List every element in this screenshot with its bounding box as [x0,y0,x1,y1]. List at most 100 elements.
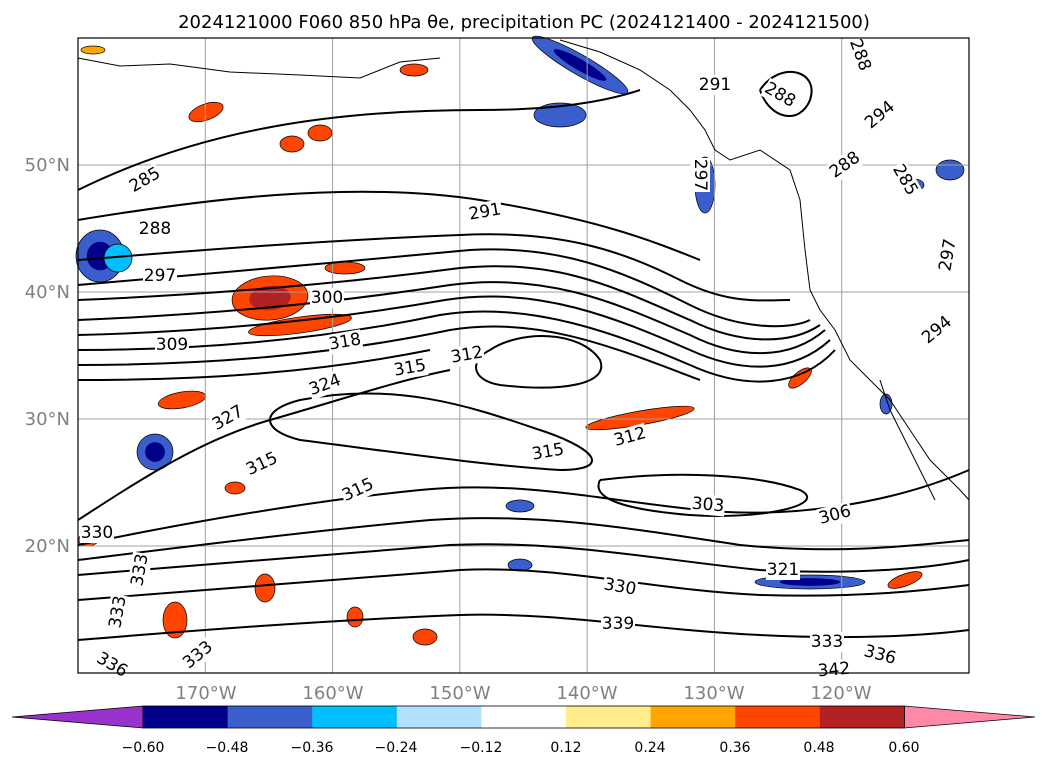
contour-label-bg [844,35,876,75]
theta-e-contour [77,265,821,341]
baja-coast [879,379,936,501]
contour-label-bg [305,369,345,401]
colorbar-segment [735,706,821,728]
contour-label: 291 [699,75,731,95]
colorbar-segment [227,706,313,728]
precip-cell-outer [533,102,587,128]
cbar-tick-8: 0.36 [719,740,750,756]
theta-e-contour [77,89,641,191]
precip-cell [533,102,587,128]
contour-label-bg [698,75,732,95]
north-america-west-coast [559,39,970,501]
cbar-tick-1: −0.60 [122,740,165,756]
contour-label-bg [760,77,800,113]
lon-tick-160w: 160°W [302,683,363,704]
contour-label: 297 [690,159,710,191]
contour-label-bg [448,342,486,368]
precip-cell-outer [412,628,438,646]
contour-label-bg [529,439,567,465]
colorbar-segment [566,706,652,728]
precip-cell [279,135,305,153]
cbar-tick-7: 0.24 [634,740,665,756]
contour-label-bg [601,614,635,634]
precip-cell-outer [307,124,333,142]
contour-label-bg [80,523,114,543]
precip-cell [162,601,188,639]
coastlines [77,39,970,501]
colorbar-extend-high [904,705,1036,729]
lon-tick-140w: 140°W [556,683,617,704]
theta-e-contour [77,295,831,368]
contour-label-bg [326,329,364,355]
contour-label-bg [127,551,153,589]
theta-e-contour [77,233,791,302]
cbar-tick-10: 0.60 [888,740,919,756]
contour-label-bg [143,266,177,286]
contour-label-bg [610,422,650,452]
colorbar-extend-low [11,705,144,729]
contour-label-bg [917,311,957,349]
alaska-aleutian-coast [77,57,441,79]
lon-tick-130w: 130°W [683,683,744,704]
colorbar-segment [481,706,567,728]
precip-cell-inner [553,49,607,81]
contour-label-bg [242,447,282,481]
theta-e-contour [759,71,813,117]
cbar-tick-2: −0.48 [206,740,249,756]
contour-label-bg [690,158,710,192]
contour-label: 288 [139,219,171,239]
precip-cell-outer [399,63,429,77]
lon-tick-120w: 120°W [810,683,871,704]
theta-e-contour [77,248,811,328]
precip-cell-outer [279,135,305,153]
theta-e-contour [77,568,970,601]
latitude-ticks: 50°N 40°N 30°N 20°N [25,155,70,557]
contour-label-bg [138,219,172,239]
precip-cell [307,124,333,142]
cbar-tick-6: 0.12 [550,740,581,756]
contour-label: 339 [602,614,634,634]
contour-label-bg [816,658,852,682]
contour-label: 330 [81,523,113,543]
precip-cell-outer [248,313,352,337]
contour-label-bg [601,574,639,600]
theta-e-contour [77,613,970,641]
contour-label-bg [178,636,218,674]
cbar-tick-5: −0.12 [460,740,503,756]
precip-cell [346,606,364,628]
theta-e-contour [77,310,836,383]
precip-cell [505,499,535,513]
theta-e-contour [269,392,593,472]
precip-cell-inner [145,442,165,462]
lat-tick-50: 50°N [25,155,70,176]
precip-cell [80,45,106,55]
lat-tick-40: 40°N [25,282,70,303]
contour-label-bg [815,500,855,530]
contour-label: 300 [311,288,343,308]
contour-label-bg [690,493,726,517]
colorbar-segment [650,706,736,728]
contour-label-bg [105,593,131,631]
precip-cell-outer [188,101,224,123]
colorbar-segment [396,706,482,728]
lon-tick-150w: 150°W [429,683,490,704]
colorbar-segment [819,706,905,728]
contour-label-bg [860,640,900,670]
contour-label-bg [338,473,378,507]
theta-e-contour [77,349,431,381]
lat-tick-30: 30°N [25,409,70,430]
cbar-tick-4: −0.24 [375,740,418,756]
colorbar-tick-labels: −0.60 −0.48 −0.36 −0.24 −0.12 0.12 0.24 … [122,740,920,756]
contour-label: 321 [767,560,799,580]
map-title: 2024121000 F060 850 hPa θe, precipitatio… [178,12,870,33]
contour-label-bg [810,632,844,652]
longitude-ticks: 170°W 160°W 150°W 140°W 130°W 120°W [175,683,871,704]
theta-e-contour [77,517,970,561]
contour-label-bg [825,147,865,183]
contour-label-bg [208,400,248,436]
precip-cell-outer [80,45,106,55]
contour-label-bg [125,162,165,198]
theta-e-contour [77,325,701,381]
contour-label: 303 [691,494,725,517]
theta-e-contour [77,190,701,261]
